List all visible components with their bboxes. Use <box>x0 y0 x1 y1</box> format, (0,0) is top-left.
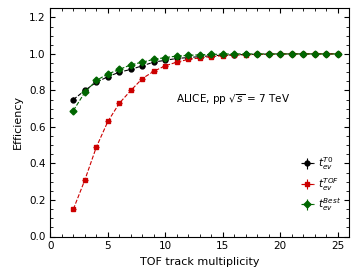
Y-axis label: Efficiency: Efficiency <box>13 95 23 149</box>
Legend: $t_{ev}^{T0}$, $t_{ev}^{TOF}$, $t_{ev}^{Best}$: $t_{ev}^{T0}$, $t_{ev}^{TOF}$, $t_{ev}^{… <box>301 155 341 213</box>
X-axis label: TOF track multiplicity: TOF track multiplicity <box>140 257 260 267</box>
Text: ALICE, pp $\sqrt{s}$ = 7 TeV: ALICE, pp $\sqrt{s}$ = 7 TeV <box>176 92 290 107</box>
